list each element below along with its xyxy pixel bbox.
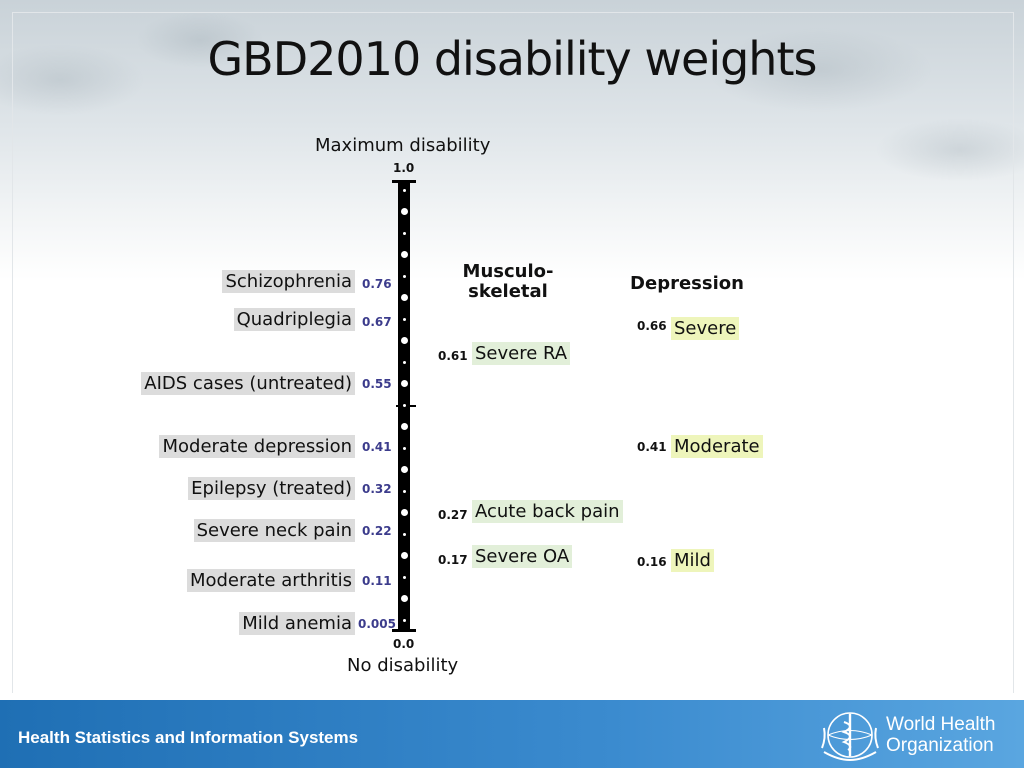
condition-chip: Schizophrenia xyxy=(222,270,355,293)
scale-dot xyxy=(402,403,406,407)
condition-chip: AIDS cases (untreated) xyxy=(141,372,355,395)
depression-chip: Mild xyxy=(671,549,714,572)
condition-value: 0.41 xyxy=(362,440,392,454)
scale-bottom-cap xyxy=(392,629,416,632)
scale-dot xyxy=(400,380,408,387)
condition-value: 0.55 xyxy=(362,377,392,391)
scale-dot xyxy=(400,466,408,473)
condition-chip: Epilepsy (treated) xyxy=(188,477,355,500)
scale-dot xyxy=(400,251,408,258)
scale-dot xyxy=(402,188,406,192)
scale-dot xyxy=(400,595,408,602)
who-wordmark-line1: World Health xyxy=(886,714,996,735)
musculoskeletal-heading: Musculo- skeletal xyxy=(452,262,564,302)
no-disability-label: No disability xyxy=(347,655,459,676)
scale-top-cap xyxy=(392,180,416,183)
scale-dot xyxy=(402,360,406,364)
depression-heading: Depression xyxy=(630,273,744,294)
condition-value: 0.22 xyxy=(362,524,392,538)
footer-title: Health Statistics and Information System… xyxy=(18,728,359,747)
musculoskeletal-heading-line1: Musculo- xyxy=(462,261,554,282)
scale-dot xyxy=(402,575,406,579)
condition-value: 0.11 xyxy=(362,574,392,588)
who-wordmark: World Health Organization xyxy=(886,714,995,756)
depression-chip: Moderate xyxy=(671,435,763,458)
scale-mid-tick xyxy=(396,405,416,407)
depression-value: 0.66 xyxy=(637,319,667,333)
scale-dot xyxy=(400,552,408,559)
max-disability-label: Maximum disability xyxy=(315,135,491,156)
condition-chip: Severe neck pain xyxy=(193,519,355,542)
condition-value: 0.76 xyxy=(362,277,392,291)
scale-dot xyxy=(402,532,406,536)
slide-frame xyxy=(12,12,1014,693)
condition-value: 0.005 xyxy=(358,617,396,631)
scale-dot xyxy=(402,231,406,235)
depression-chip: Severe xyxy=(671,317,740,340)
scale-dot xyxy=(400,208,408,215)
condition-chip: Moderate depression xyxy=(159,435,355,458)
scale-dot xyxy=(400,294,408,301)
top-tick-label: 1.0 xyxy=(393,161,415,175)
musculoskeletal-heading-line2: skeletal xyxy=(468,281,548,302)
condition-chip: Moderate arthritis xyxy=(186,569,355,592)
musculoskeletal-value: 0.27 xyxy=(438,508,468,522)
who-emblem-icon xyxy=(821,712,879,762)
musculoskeletal-chip: Severe OA xyxy=(472,545,573,568)
scale-dot xyxy=(402,274,406,278)
who-wordmark-line2: Organization xyxy=(886,735,994,756)
condition-chip: Mild anemia xyxy=(239,612,355,635)
scale-dot xyxy=(402,446,406,450)
scale-dot xyxy=(402,618,406,622)
bottom-tick-label: 0.0 xyxy=(393,637,415,651)
scale-dot xyxy=(400,337,408,344)
scale-dot xyxy=(400,509,408,516)
world-map-decoration xyxy=(0,0,1024,280)
scale-dot xyxy=(402,489,406,493)
scale-dot xyxy=(402,317,406,321)
scale-dot xyxy=(400,423,408,430)
musculoskeletal-value: 0.61 xyxy=(438,349,468,363)
slide-title: GBD2010 disability weights xyxy=(207,32,818,86)
musculoskeletal-chip: Acute back pain xyxy=(472,500,623,523)
condition-value: 0.32 xyxy=(362,482,392,496)
condition-chip: Quadriplegia xyxy=(233,308,355,331)
musculoskeletal-chip: Severe RA xyxy=(472,342,571,365)
musculoskeletal-value: 0.17 xyxy=(438,553,468,567)
condition-value: 0.67 xyxy=(362,315,392,329)
depression-value: 0.41 xyxy=(637,440,667,454)
header-background xyxy=(0,0,1024,280)
depression-value: 0.16 xyxy=(637,555,667,569)
